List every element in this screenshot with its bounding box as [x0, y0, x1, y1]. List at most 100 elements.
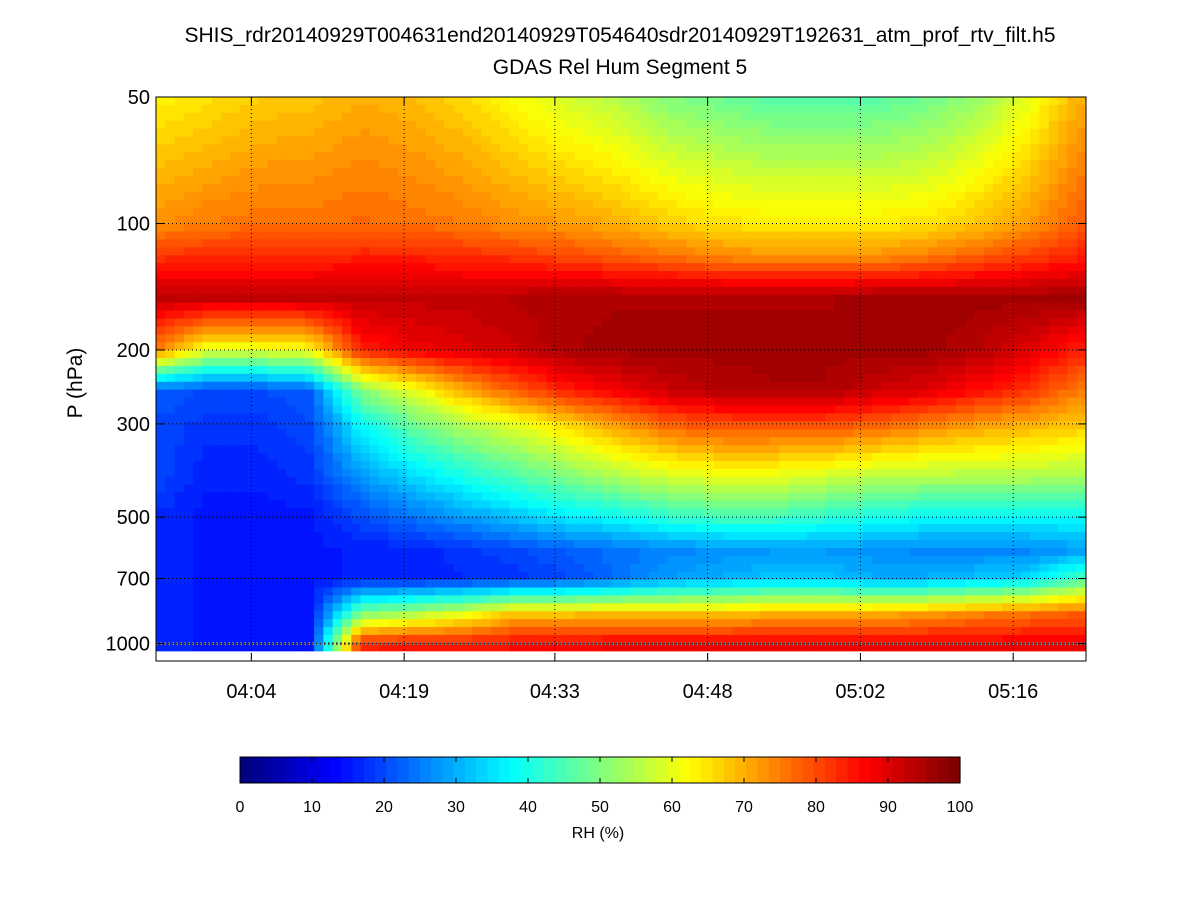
heatmap-cell	[704, 381, 715, 391]
heatmap-cell	[379, 152, 390, 161]
heatmap-cell	[388, 634, 399, 644]
heatmap-cell	[156, 452, 166, 462]
heatmap-cell	[304, 476, 315, 486]
heatmap-cell	[723, 152, 734, 161]
heatmap-cell	[230, 634, 241, 644]
heatmap-cell	[648, 176, 659, 185]
heatmap-cell	[174, 97, 185, 106]
heatmap-cell	[490, 112, 501, 122]
heatmap-cell	[741, 634, 752, 644]
heatmap-cell	[267, 595, 278, 604]
heatmap-cell	[760, 634, 771, 644]
heatmap-cell	[621, 429, 631, 438]
heatmap-cell	[518, 239, 529, 248]
heatmap-cell	[360, 160, 371, 169]
heatmap-cell	[183, 104, 194, 114]
heatmap-cell	[239, 452, 250, 462]
heatmap-cell	[760, 286, 771, 296]
heatmap-cell	[574, 278, 585, 288]
heatmap-cell	[630, 247, 641, 256]
heatmap-cell	[769, 381, 780, 391]
heatmap-cell	[388, 184, 399, 193]
heatmap-cell	[397, 168, 408, 177]
heatmap-cell	[593, 231, 603, 240]
heatmap-cell	[528, 358, 538, 367]
heatmap-cell	[239, 247, 250, 256]
heatmap-cell	[174, 445, 185, 454]
heatmap-cell	[369, 278, 380, 288]
heatmap-cell	[686, 405, 696, 415]
heatmap-cell	[342, 191, 352, 201]
heatmap-cell	[304, 318, 315, 328]
heatmap-cell	[397, 492, 408, 502]
heatmap-cell	[723, 358, 734, 367]
heatmap-cell	[435, 120, 445, 130]
heatmap-cell	[360, 547, 371, 557]
heatmap-cell	[658, 619, 669, 628]
heatmap-cell	[537, 484, 548, 494]
heatmap-cell	[518, 587, 529, 596]
heatmap-cell	[193, 524, 204, 533]
heatmap-cell	[314, 460, 324, 470]
heatmap-cell	[351, 587, 362, 596]
heatmap-cell	[593, 642, 603, 652]
heatmap-cell	[304, 247, 315, 256]
heatmap-cell	[314, 358, 324, 367]
heatmap-cell	[230, 524, 241, 533]
heatmap-cell	[267, 199, 278, 209]
heatmap-cell	[751, 421, 762, 430]
heatmap-cell	[741, 294, 752, 304]
heatmap-cell	[183, 445, 194, 454]
heatmap-cell	[723, 294, 734, 304]
heatmap-cell	[156, 294, 166, 304]
heatmap-cell	[602, 587, 613, 596]
heatmap-cell	[165, 595, 176, 604]
heatmap-cell	[276, 231, 287, 240]
heatmap-cell	[379, 207, 390, 217]
heatmap-cell	[286, 342, 297, 351]
heatmap-cell	[741, 579, 752, 589]
heatmap-cell	[630, 278, 641, 288]
heatmap-cell	[807, 429, 817, 438]
heatmap-cell	[481, 350, 492, 359]
heatmap-cell	[621, 310, 631, 320]
heatmap-cell	[797, 286, 808, 296]
heatmap-cell	[360, 294, 371, 304]
heatmap-cell	[611, 421, 622, 430]
heatmap-cell	[779, 231, 789, 240]
heatmap-cell	[323, 97, 334, 106]
heatmap-cell	[174, 634, 185, 644]
heatmap-cell	[388, 381, 399, 391]
heatmap-cell	[156, 476, 166, 486]
heatmap-cell	[565, 452, 576, 462]
heatmap-cell	[462, 445, 473, 454]
heatmap-cell	[621, 437, 631, 446]
heatmap-cell	[760, 278, 771, 288]
heatmap-cell	[230, 532, 241, 541]
heatmap-cell	[304, 278, 315, 288]
heatmap-cell	[323, 215, 334, 225]
heatmap-cell	[416, 223, 427, 233]
heatmap-cell	[453, 532, 464, 541]
heatmap-cell	[258, 263, 269, 272]
heatmap-cell	[193, 547, 204, 557]
heatmap-cell	[174, 247, 185, 256]
heatmap-cell	[686, 460, 696, 470]
heatmap-cell	[183, 278, 194, 288]
heatmap-cell	[490, 294, 501, 304]
heatmap-cell	[183, 397, 194, 407]
heatmap-cell	[369, 603, 380, 612]
heatmap-cell	[165, 532, 176, 541]
heatmap-cell	[593, 484, 603, 494]
heatmap-cell	[444, 294, 455, 304]
heatmap-cell	[323, 120, 334, 130]
heatmap-cell	[202, 373, 213, 383]
heatmap-cell	[546, 492, 557, 502]
heatmap-cell	[574, 310, 585, 320]
heatmap-cell	[249, 421, 259, 430]
heatmap-cell	[258, 215, 269, 225]
heatmap-cell	[621, 405, 631, 415]
heatmap-cell	[500, 500, 510, 509]
heatmap-cell	[360, 445, 371, 454]
heatmap-cell	[593, 373, 603, 383]
